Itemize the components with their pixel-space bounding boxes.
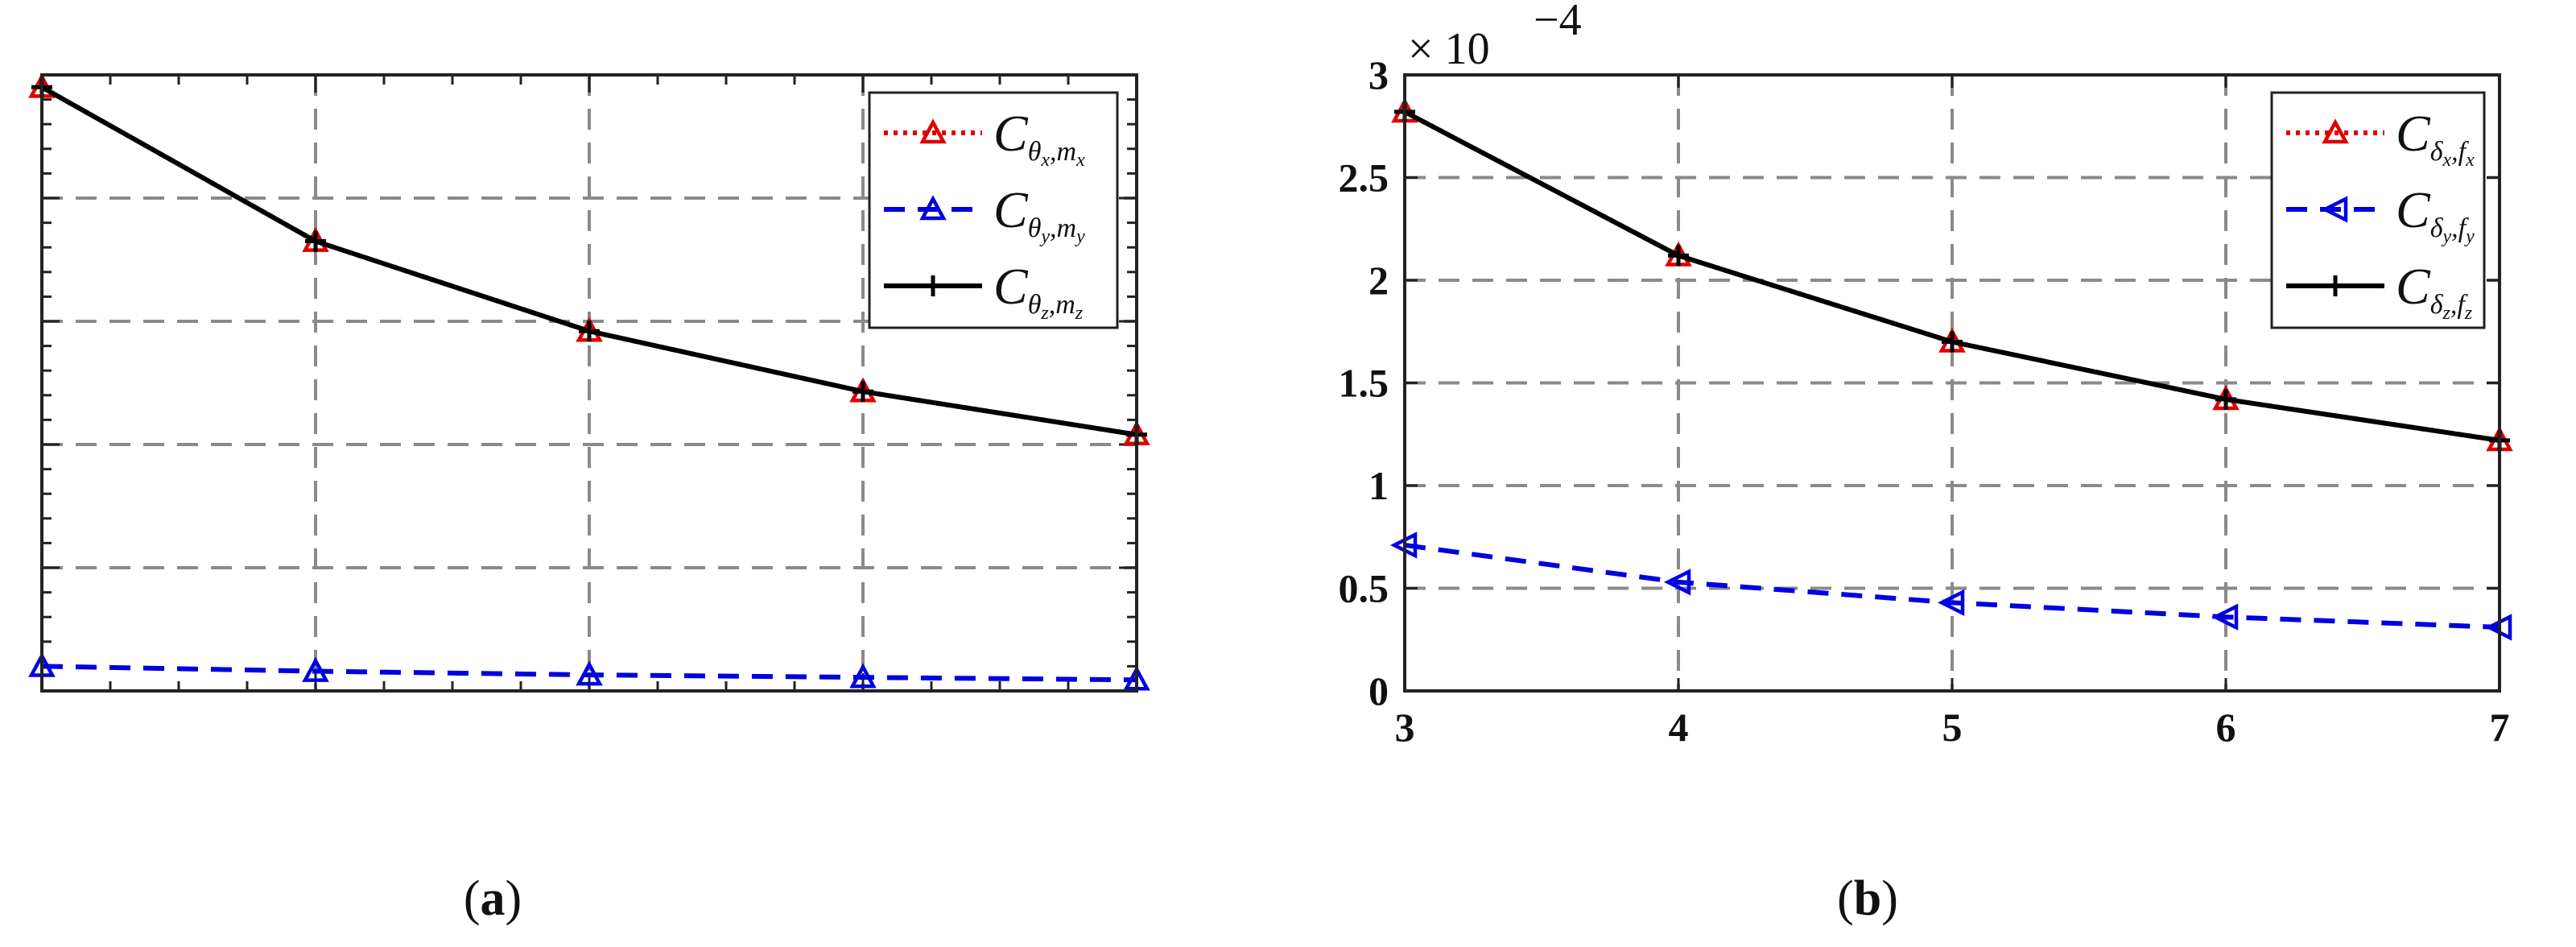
chart-b-panel-label: (b) — [1837, 871, 1898, 926]
chart-a-legend-marker-0 — [919, 118, 947, 144]
chart-a-legend-label-1: Cθy,my — [993, 181, 1085, 247]
chart-a-series-1-point-3 — [849, 663, 877, 689]
chart-b-xtick-label-1: 4 — [1669, 705, 1689, 750]
chart-b-legend-marker-0 — [2322, 118, 2349, 144]
chart-b-series-1-point-1 — [1663, 569, 1691, 596]
chart-a-legend-box — [868, 91, 1119, 329]
chart-b-ytick-label-1: 0.5 — [1339, 566, 1389, 611]
chart-b-y-exponent: −4 — [1534, 0, 1582, 45]
chart-a-series-2-point-1 — [305, 230, 326, 252]
chart-a-legend-label-2: Cθz,mz — [993, 258, 1084, 324]
chart-b-xtick-label-3: 6 — [2216, 705, 2236, 750]
chart-b-legend-label-1: Cδy,fy — [2396, 181, 2475, 247]
chart-b-ytick-label-5: 2.5 — [1339, 155, 1389, 201]
chart-b-series-2-point-2 — [1942, 331, 1963, 353]
chart-b-ytick-label-3: 1.5 — [1339, 361, 1389, 406]
chart-a: Cθx,mx Cθy,my Cθz,mz (a) — [28, 72, 1150, 926]
chart-b-legend-label-0: Cδx,fx — [2396, 105, 2475, 171]
chart-b-y-multiplier: × 10 — [1408, 24, 1490, 74]
chart-b-axes-box — [1403, 73, 2501, 693]
chart-a-legend-label-0: Cθx,mx — [993, 105, 1085, 171]
chart-b: 3 4 5 6 700.511.522.53× 10−4Cδx,fxCδy,fyCδz,… — [1339, 0, 2513, 926]
chart-b-series-1-point-3 — [2211, 603, 2239, 631]
chart-a-series-2-point-3 — [852, 381, 873, 403]
chart-a-legend: Cθx,mx Cθy,my Cθz,mz — [868, 91, 1119, 329]
chart-b-series-1-line — [1404, 542, 2500, 630]
chart-b-xtick-label-4: 7 — [2490, 705, 2510, 750]
chart-b-ytick-label-4: 2 — [1368, 258, 1389, 303]
chart-a-legend-marker-1 — [919, 195, 947, 221]
chart-a-series-1-line — [41, 664, 1137, 683]
chart-a-series-1-point-2 — [576, 660, 603, 686]
chart-b-series-2-point-1 — [1668, 245, 1689, 267]
chart-a-series-2-point-2 — [579, 320, 600, 342]
chart-b-legend-marker-1 — [2320, 196, 2348, 223]
chart-b-ytick-label-0: 0 — [1368, 668, 1389, 713]
chart-a-legend-marker-2 — [923, 275, 943, 296]
chart-a-series-1-point-1 — [302, 656, 329, 682]
chart-b-series-1-point-2 — [1937, 589, 1965, 616]
chart-b-series-2-point-3 — [2215, 388, 2236, 410]
chart-b-xtick-label-2: 5 — [1942, 705, 1963, 750]
chart-b-ytick-label-2: 1 — [1368, 463, 1389, 508]
chart-a-axes-box — [40, 73, 1138, 693]
chart-a-panel-label: (a) — [464, 871, 522, 926]
chart-b-xtick-label-0: 3 — [1395, 705, 1415, 750]
chart-b-ytick-label-6: 3 — [1368, 52, 1389, 97]
chart-b-legend-marker-2 — [2325, 275, 2346, 296]
